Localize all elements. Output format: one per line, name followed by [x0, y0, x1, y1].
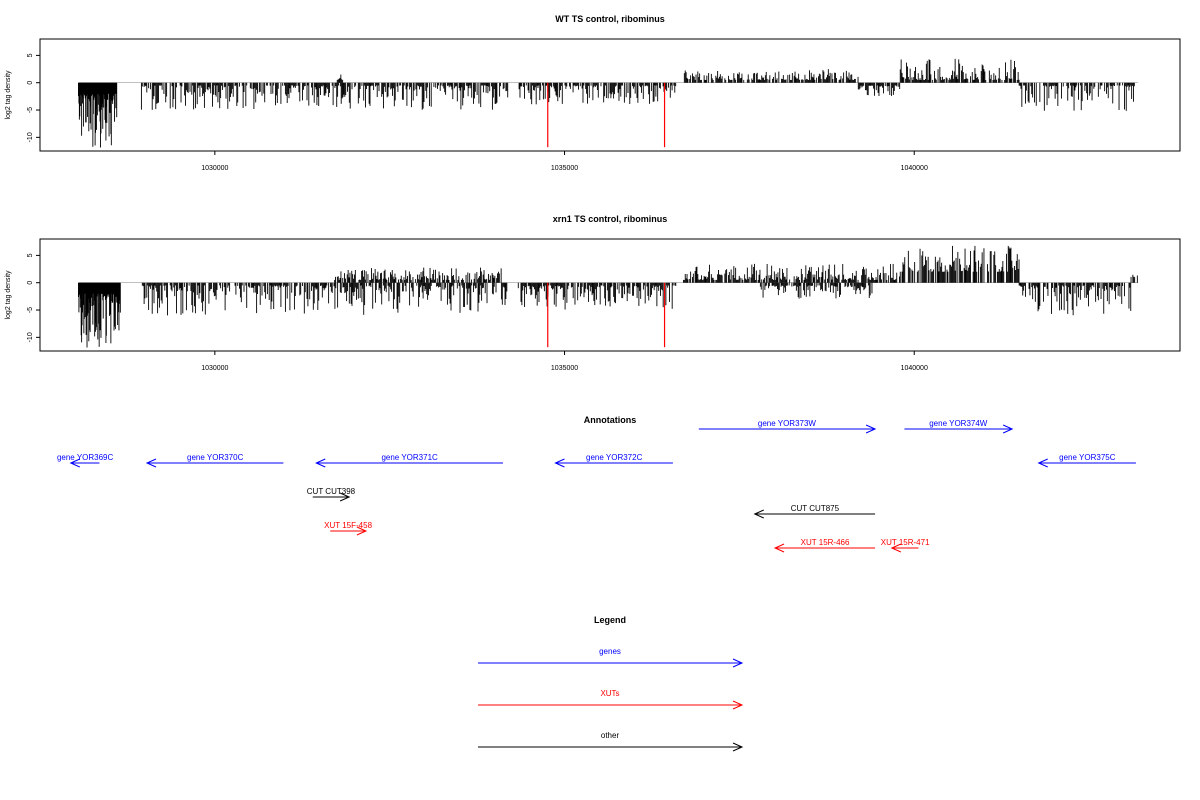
x-tick-label: 1030000: [201, 165, 228, 172]
annotation-label: gene YOR373W: [758, 419, 817, 428]
annotation-label: CUT CUT398: [307, 487, 356, 496]
coverage-panels: WT TS control, ribominus 5 0 -5 -10 log2 tag …: [5, 14, 1181, 372]
annotation-label: gene YOR370C: [187, 453, 244, 462]
x-tick-label: 1030000: [201, 365, 228, 372]
annotations-panel: Annotations gene YOR369C gene YOR370C gene…: [57, 415, 1136, 553]
legend-label: XUTs: [600, 689, 619, 698]
legend-title: Legend: [594, 615, 626, 625]
arrow-head: [773, 543, 785, 553]
legend-label: genes: [599, 647, 621, 656]
plot-frame: [39, 38, 1181, 152]
annotations-title: Annotations: [584, 415, 637, 425]
y-tick-label: 0: [27, 81, 34, 85]
annotation-gene: gene YOR370C: [145, 453, 284, 468]
y-tick-label: -10: [27, 332, 34, 342]
annotation-gene: gene YOR369C: [57, 453, 114, 468]
arrow-head: [732, 742, 744, 752]
arrow-head: [145, 458, 157, 468]
arrow-head: [339, 492, 351, 502]
y-tick-label: -5: [27, 307, 34, 313]
annotation-xut: XUT 15R-471: [881, 538, 930, 553]
annotation-gene: gene YOR375C: [1037, 453, 1136, 468]
annotation-label: gene YOR374W: [929, 419, 988, 428]
annotation-label: gene YOR369C: [57, 453, 114, 462]
legend-panel: Legend genes XUTs other: [478, 615, 744, 752]
annotation-gene: gene YOR374W: [904, 419, 1014, 434]
y-axis-label: log2 tag density: [5, 70, 12, 120]
arrow-head: [890, 543, 902, 553]
arrow-head: [356, 526, 368, 536]
coverage-panel-2: xrn1 TS control, ribominus 5 0 -5 -10 log2 ta…: [5, 214, 1181, 372]
x-tick-label: 1040000: [901, 165, 928, 172]
annotation-gene: gene YOR371C: [315, 453, 503, 468]
y-tick-label: -10: [27, 132, 34, 142]
y-tick-label: -5: [27, 107, 34, 113]
arrow-head: [732, 658, 744, 668]
arrow-head: [1002, 424, 1014, 434]
annotation-label: gene YOR371C: [381, 453, 438, 462]
coverage-panel-1: WT TS control, ribominus 5 0 -5 -10 log2 tag …: [5, 14, 1181, 172]
arrow-head: [865, 424, 877, 434]
y-axis-label: log2 tag density: [5, 270, 12, 320]
annotation-label: gene YOR372C: [586, 453, 643, 462]
plot-frame: [39, 238, 1181, 352]
y-tick-label: 5: [27, 53, 34, 57]
annotation-label: gene YOR375C: [1059, 453, 1116, 462]
annotation-label: XUT 15F-458: [324, 521, 372, 530]
legend-item: genes: [478, 647, 744, 668]
panel-title: xrn1 TS control, ribominus: [553, 214, 668, 224]
y-tick-label: 0: [27, 281, 34, 285]
annotation-xut: XUT 15F-458: [324, 521, 373, 536]
x-tick-label: 1035000: [551, 165, 578, 172]
annotation-other: CUT CUT875: [753, 504, 876, 519]
panel-title: WT TS control, ribominus: [555, 14, 665, 24]
annotation-gene: gene YOR373W: [698, 419, 877, 434]
x-tick-label: 1040000: [901, 365, 928, 372]
y-tick-label: 5: [27, 253, 34, 257]
arrow-head: [69, 458, 80, 468]
annotation-other: CUT CUT398: [307, 487, 356, 502]
arrow-head: [1037, 458, 1048, 468]
arrow-head: [315, 458, 326, 468]
x-tick-label: 1035000: [551, 365, 578, 372]
annotation-label: XUT 15R-466: [801, 538, 850, 547]
annotation-label: XUT 15R-471: [881, 538, 930, 547]
arrow-head: [732, 700, 744, 710]
arrow-head: [554, 458, 565, 468]
annotation-gene: gene YOR372C: [554, 453, 673, 468]
arrow-head: [753, 509, 764, 519]
legend-label: other: [601, 731, 620, 740]
annotation-xut: XUT 15R-466: [773, 538, 876, 553]
legend-item: other: [478, 731, 744, 752]
annotation-label: CUT CUT875: [791, 504, 840, 513]
legend-item: XUTs: [478, 689, 744, 710]
coverage-bars: [78, 245, 1138, 348]
coverage-bars: [78, 58, 1135, 148]
